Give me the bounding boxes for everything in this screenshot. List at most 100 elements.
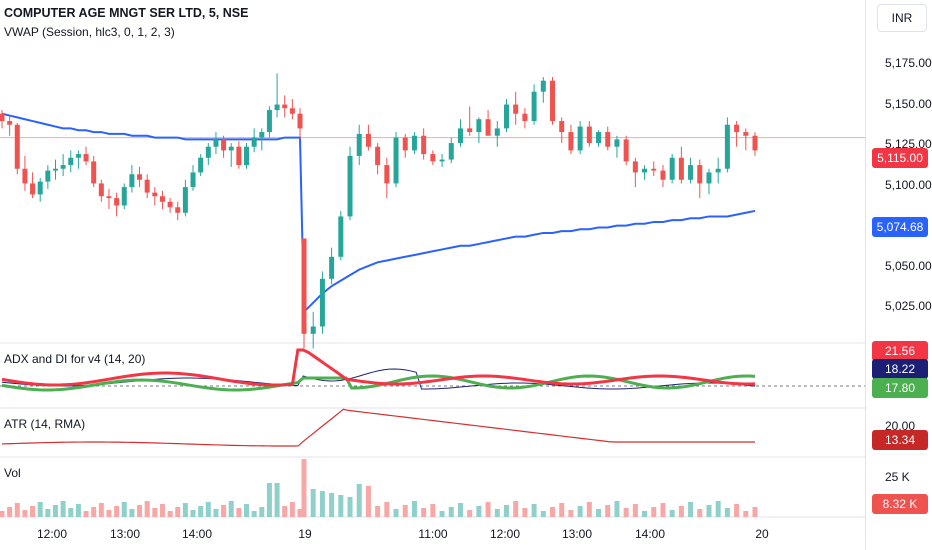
candle-body <box>244 146 250 166</box>
volume-bar <box>274 483 280 517</box>
candle-body <box>448 143 454 160</box>
candle-body <box>586 126 592 144</box>
candle-body <box>0 113 5 122</box>
volume-bar <box>531 504 537 517</box>
vwap-value-tag: 5,074.68 <box>872 217 928 237</box>
candle-body <box>623 139 629 162</box>
adx-label[interactable]: ADX and DI for v4 (14, 20) <box>4 352 146 366</box>
candle-body <box>660 170 666 180</box>
volume-bar <box>137 505 143 517</box>
volume-bar <box>577 506 583 517</box>
volume-bar <box>494 509 500 517</box>
candle-body <box>14 124 20 169</box>
candle-body <box>421 135 427 155</box>
volume-bar <box>402 505 408 517</box>
candle-body <box>531 91 537 122</box>
price-chart[interactable] <box>0 0 865 550</box>
volume-bar <box>228 501 234 517</box>
volume-bar <box>60 501 66 517</box>
candle-body <box>137 174 143 180</box>
volume-bar <box>182 503 188 517</box>
candle-body <box>494 128 500 136</box>
candle-body <box>259 132 265 138</box>
atr-label[interactable]: ATR (14, RMA) <box>4 417 86 431</box>
vwap-label[interactable]: VWAP (Session, hlc3, 0, 1, 2, 3) <box>4 25 175 39</box>
candle-body <box>540 80 546 92</box>
candle-body <box>52 168 58 171</box>
volume-bar <box>282 506 288 517</box>
volume-bar <box>384 502 390 517</box>
price-tick: 5,175.00 <box>885 56 932 70</box>
volume-bar <box>91 507 97 517</box>
candle-body <box>715 168 721 173</box>
volume-bar <box>0 511 5 517</box>
candle-body <box>439 159 445 162</box>
price-tick: 5,100.00 <box>885 178 932 192</box>
volume-bar <box>106 510 112 517</box>
volume-bar <box>540 511 546 517</box>
atr-line <box>1 408 755 447</box>
candle-body <box>121 187 127 206</box>
candle-body <box>266 110 272 133</box>
volume-bar <box>522 508 528 517</box>
candle-body <box>7 121 13 125</box>
volume-bar <box>706 505 712 517</box>
candle-body <box>129 174 135 188</box>
candle-body <box>319 278 325 327</box>
candle-body <box>60 165 66 169</box>
candle-body <box>221 139 227 151</box>
vol-value-tag: 8.32 K <box>872 494 928 514</box>
candle-body <box>274 104 280 111</box>
candle-body <box>393 137 399 184</box>
candle-body <box>706 172 712 184</box>
volume-bar <box>37 502 43 517</box>
candle-body <box>114 198 120 206</box>
candle-body <box>175 207 181 213</box>
candle-body <box>68 157 74 166</box>
volume-bar <box>623 508 629 517</box>
candle-body <box>301 238 307 334</box>
currency-button[interactable]: INR <box>877 4 927 32</box>
price-axis[interactable] <box>865 0 932 550</box>
time-tick: 20 <box>755 527 769 541</box>
candle-body <box>485 119 491 136</box>
symbol-title[interactable]: COMPUTER AGE MNGT SER LTD, 5, NSE <box>4 6 249 20</box>
time-tick: 14:00 <box>634 527 666 541</box>
volume-bar <box>697 509 703 517</box>
volume-bar <box>356 484 362 517</box>
volume-bar <box>75 504 81 517</box>
volume-bar <box>347 497 353 517</box>
volume-bar <box>129 509 135 517</box>
candle-body <box>457 128 463 144</box>
volume-bar <box>724 508 730 517</box>
candle-body <box>289 108 295 114</box>
volume-bar <box>586 502 592 517</box>
candle-body <box>310 326 316 334</box>
candle-body <box>688 165 694 180</box>
volume-bar <box>329 493 335 517</box>
candle-body <box>98 183 104 197</box>
volume-bar <box>205 502 211 517</box>
volume-bar <box>430 504 436 517</box>
candle-body <box>30 183 36 195</box>
time-tick: 14:00 <box>181 527 213 541</box>
candle-body <box>338 216 344 257</box>
volume-bar <box>98 503 104 517</box>
adx-green-tag: 17.80 <box>872 378 928 398</box>
volume-bar <box>439 511 445 517</box>
volume-bar <box>259 507 265 517</box>
candle-body <box>159 196 165 202</box>
candle-body <box>678 157 684 180</box>
candle-body <box>522 113 528 122</box>
candle-body <box>697 165 703 184</box>
candle-body <box>106 196 112 199</box>
vol-label[interactable]: Vol <box>4 466 21 480</box>
volume-bar <box>393 509 399 517</box>
volume-bar <box>198 506 204 517</box>
candle-body <box>329 256 335 279</box>
volume-bar <box>14 503 20 517</box>
time-tick: 13:00 <box>109 527 141 541</box>
candle-body <box>228 146 234 151</box>
volume-bar <box>244 504 250 517</box>
candle-body <box>724 124 730 169</box>
